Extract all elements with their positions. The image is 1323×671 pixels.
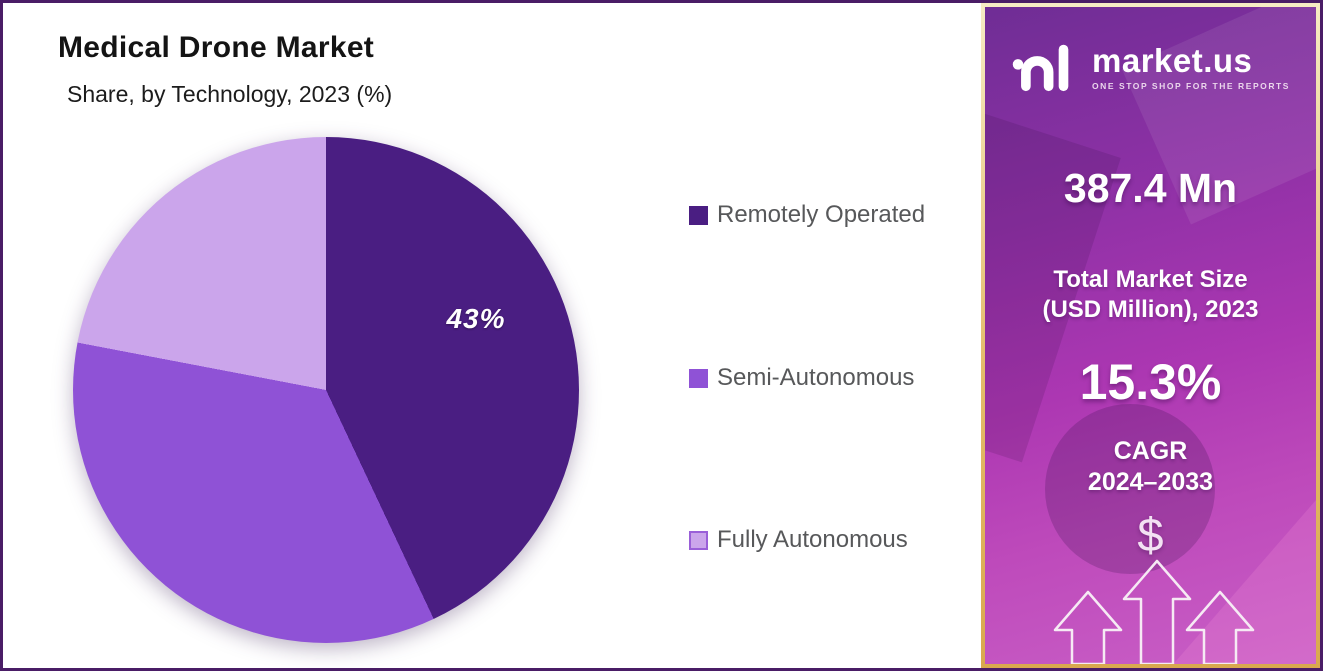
pie-chart: 43% — [73, 137, 579, 643]
chart-title: Medical Drone Market — [58, 31, 375, 64]
stat-cagr-period: 2024–2033 — [1087, 468, 1214, 496]
chart-subtitle: Share, by Technology, 2023 (%) — [67, 81, 393, 107]
legend-label: Remotely Operated — [717, 201, 926, 228]
legend-label: Fully Autonomous — [717, 526, 908, 553]
brand-name: market.us — [1092, 41, 1253, 79]
growth-arrows-icon — [1053, 559, 1254, 664]
brand-sidebar-background: market.us ONE STOP SHOP FOR THE REPORTS … — [985, 7, 1316, 664]
legend-marker-fully-autonomous-icon — [689, 530, 708, 550]
legend: Remotely Operated Semi-Autonomous Fully … — [689, 3, 979, 668]
stat-market-size-label-line2: (USD Million), 2023 — [1042, 295, 1259, 323]
brand-tagline: ONE STOP SHOP FOR THE REPORTS — [1092, 80, 1290, 91]
legend-marker-remotely-operated-icon — [689, 205, 708, 225]
legend-item-remotely-operated: Remotely Operated — [689, 201, 925, 229]
brand-sidebar: market.us ONE STOP SHOP FOR THE REPORTS … — [981, 3, 1320, 668]
legend-marker-semi-autonomous-icon — [689, 368, 708, 388]
stat-market-size-label-line1: Total Market Size — [1053, 266, 1248, 293]
marketus-logo-icon — [1012, 44, 1069, 92]
dollar-icon: $ — [1137, 508, 1164, 561]
legend-item-fully-autonomous: Fully Autonomous — [689, 526, 908, 554]
stat-market-size-value: 387.4 Mn — [1063, 165, 1238, 211]
stat-cagr-label: CAGR — [1113, 437, 1188, 465]
stat-cagr-value: 15.3% — [1079, 354, 1222, 410]
legend-item-semi-autonomous: Semi-Autonomous — [689, 364, 914, 392]
legend-label: Semi-Autonomous — [717, 364, 915, 391]
brand-logo: market.us ONE STOP SHOP FOR THE REPORTS — [985, 39, 1316, 95]
stat-market-size-label: Total Market Size (USD Million), 2023 — [985, 265, 1316, 324]
pie-slice-label-remotely-operated: 43% — [446, 303, 506, 334]
